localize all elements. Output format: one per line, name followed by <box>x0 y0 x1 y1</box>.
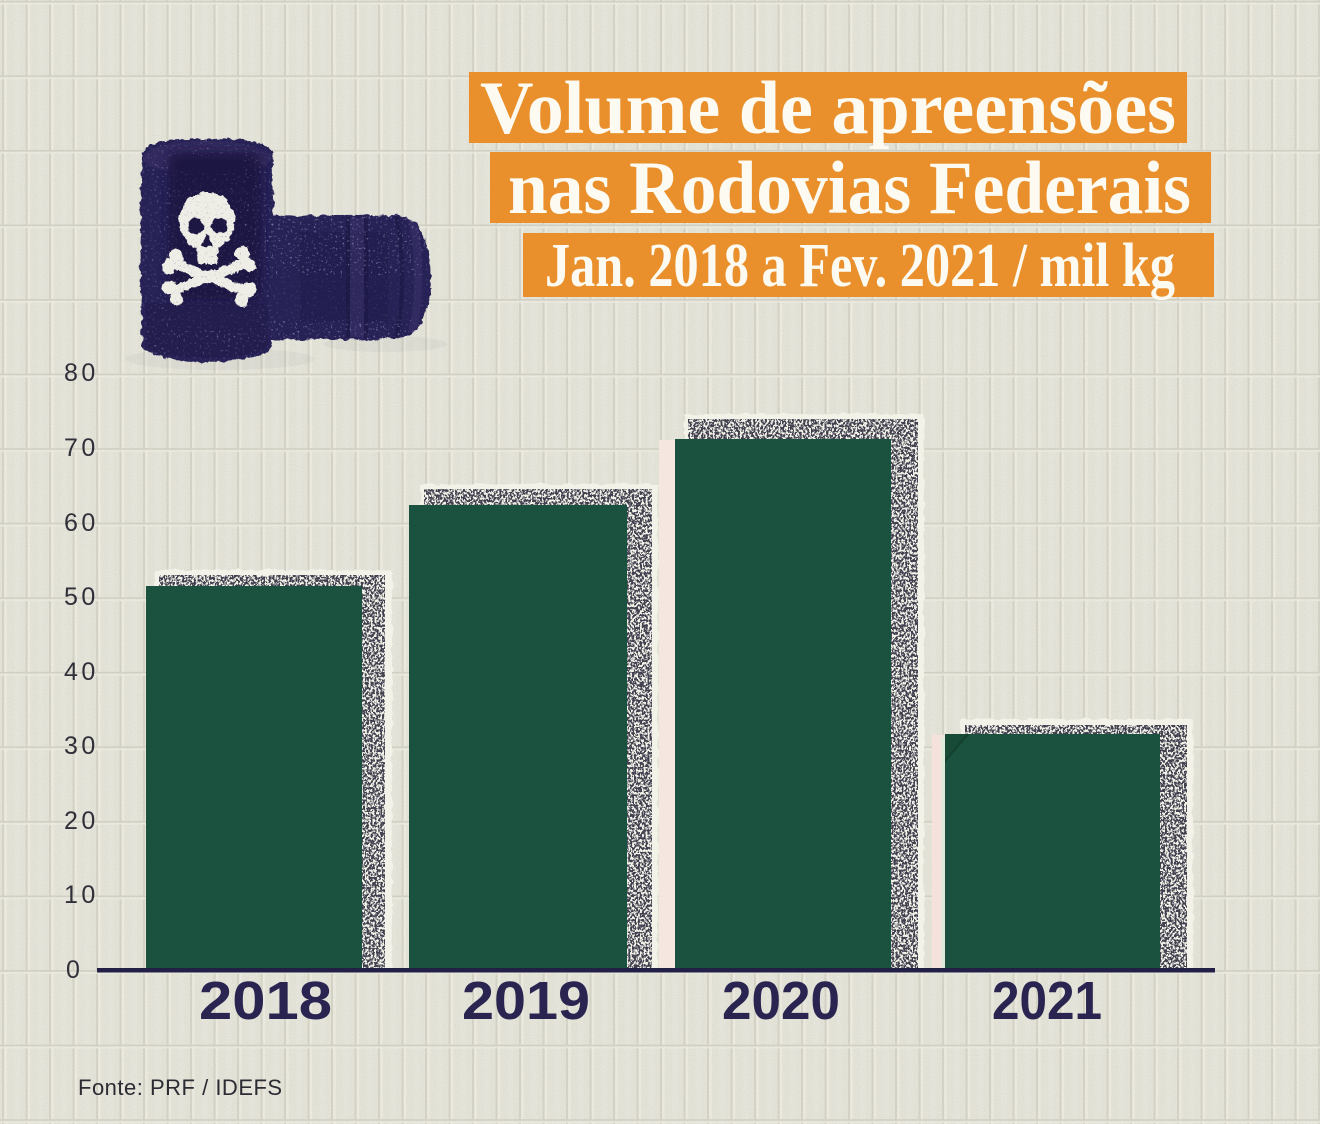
svg-text:Fonte: PRF / IDEFS: Fonte: PRF / IDEFS <box>78 1075 283 1100</box>
svg-text:2018: 2018 <box>199 971 332 1031</box>
svg-text:Jan. 2018 a Fev. 2021 / mil kg: Jan. 2018 a Fev. 2021 / mil kg <box>545 232 1175 300</box>
svg-text:40: 40 <box>64 658 99 686</box>
svg-text:20: 20 <box>64 807 99 835</box>
svg-text:2020: 2020 <box>722 971 840 1031</box>
svg-text:80: 80 <box>64 359 99 387</box>
svg-text:0: 0 <box>66 956 83 984</box>
svg-text:Volume de apreensões: Volume de apreensões <box>480 67 1176 150</box>
svg-text:nas Rodovias Federais: nas Rodovias Federais <box>508 147 1191 230</box>
svg-text:30: 30 <box>64 732 99 760</box>
svg-text:2019: 2019 <box>462 971 590 1031</box>
svg-text:50: 50 <box>64 583 99 611</box>
svg-text:70: 70 <box>64 434 99 462</box>
svg-text:2021: 2021 <box>992 971 1102 1031</box>
svg-text:10: 10 <box>64 881 99 909</box>
svg-text:60: 60 <box>64 509 99 537</box>
